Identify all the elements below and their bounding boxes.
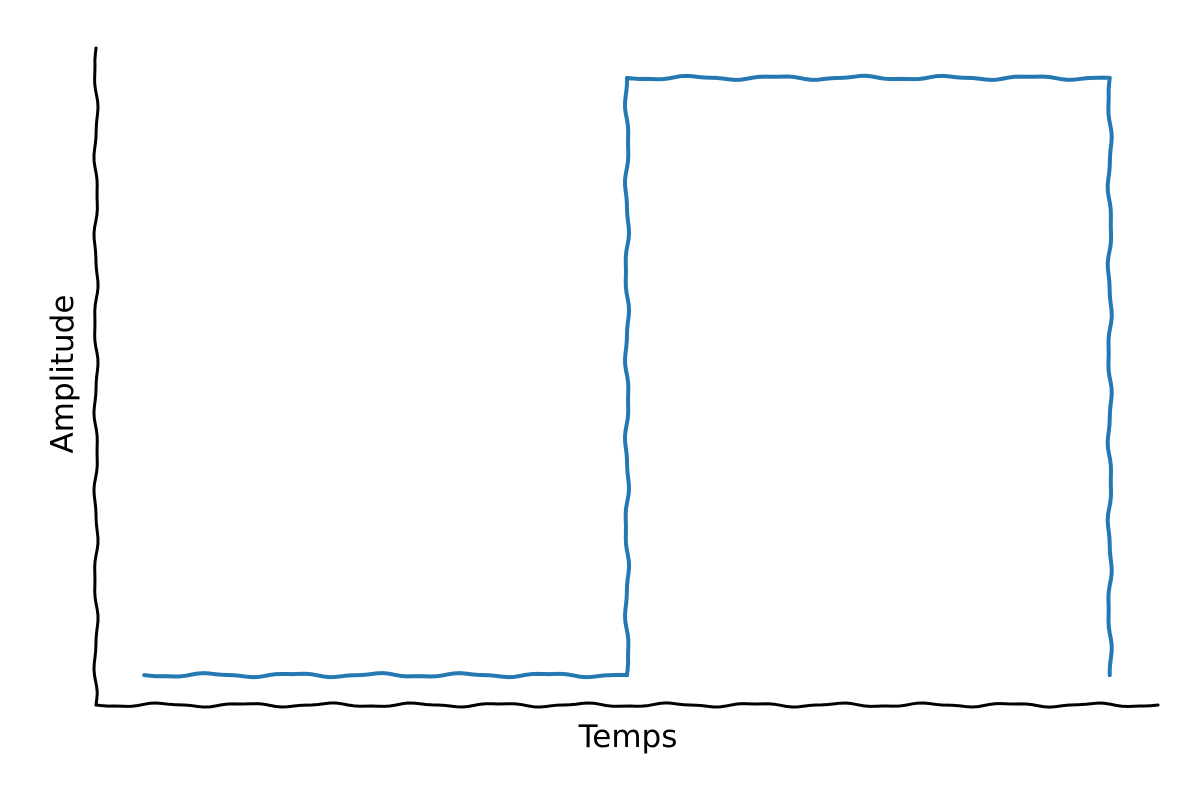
- series-line-0: [142, 73, 1114, 680]
- y-axis-line: [92, 46, 100, 707]
- y-axis-label: Amplitude: [45, 295, 81, 454]
- x-axis-line: [94, 701, 1160, 709]
- series-layer: [142, 73, 1114, 680]
- x-axis-label: Temps: [578, 719, 678, 755]
